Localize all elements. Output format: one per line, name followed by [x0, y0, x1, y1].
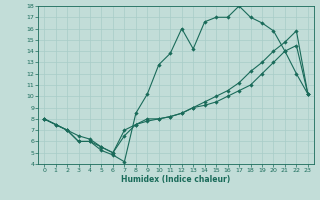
X-axis label: Humidex (Indice chaleur): Humidex (Indice chaleur): [121, 175, 231, 184]
